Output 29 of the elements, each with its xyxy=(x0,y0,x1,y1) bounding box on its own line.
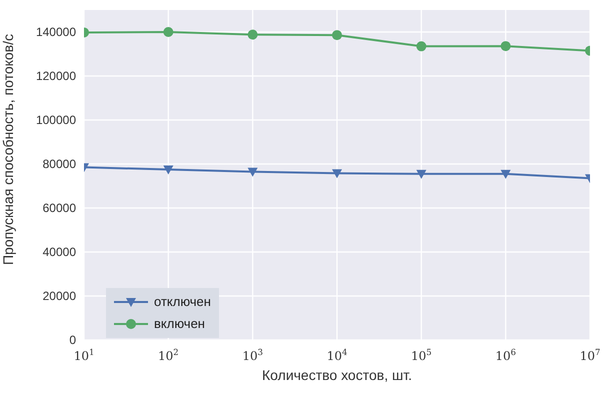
y-tick-label: 140000 xyxy=(36,25,76,39)
x-tick-label: 10$^{4}$ xyxy=(326,347,348,363)
point xyxy=(332,169,342,178)
point xyxy=(163,27,174,37)
point xyxy=(500,170,511,179)
point xyxy=(416,170,426,179)
point xyxy=(248,30,258,40)
y-axis-title: Пропускная способность, потоков/с xyxy=(0,34,16,265)
y-tick-label: 60000 xyxy=(42,201,76,215)
point xyxy=(332,30,342,40)
point xyxy=(163,166,174,174)
y-tick-label: 0 xyxy=(69,333,76,347)
y-tick-label: 40000 xyxy=(42,245,76,259)
point xyxy=(500,41,511,52)
legend-label: отключен xyxy=(154,293,211,311)
x-tick-label: 10$^{6}$ xyxy=(495,347,516,363)
y-tick-label: 80000 xyxy=(42,157,76,171)
y-tick-label: 20000 xyxy=(42,289,76,303)
x-tick-label: 10$^{2}$ xyxy=(158,347,179,363)
legend-label: включен xyxy=(154,315,205,333)
point xyxy=(248,168,258,177)
x-tick-label: 10$^{1}$ xyxy=(74,347,94,363)
x-axis-title: Количество хостов, шт. xyxy=(262,367,412,383)
x-tick-label: 10$^{5}$ xyxy=(411,347,432,363)
x-tick-label: 10$^{7}$ xyxy=(580,347,600,363)
y-tick-label: 100000 xyxy=(36,113,76,127)
y-tick-label: 120000 xyxy=(36,69,76,83)
point xyxy=(416,41,426,52)
x-tick-label: 10$^{3}$ xyxy=(242,347,263,363)
